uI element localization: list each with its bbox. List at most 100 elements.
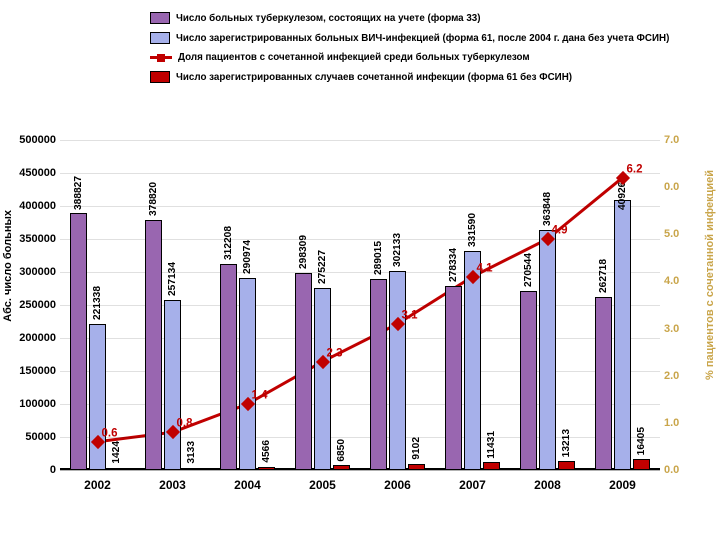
x-tick: 2005 <box>309 478 336 492</box>
bar-tb-label: 378820 <box>148 182 159 216</box>
bar-hiv-label: 257134 <box>167 262 178 296</box>
legend-swatch <box>150 32 170 44</box>
legend-marker <box>157 54 165 62</box>
y-tick-left: 500000 <box>8 134 56 146</box>
trend-value: 0.6 <box>102 427 118 439</box>
bar-coinf-label: 3133 <box>186 441 197 464</box>
bar-tb <box>595 297 612 470</box>
legend-text: Число больных туберкулезом, состоящих на… <box>176 13 481 24</box>
x-tick: 2002 <box>84 478 111 492</box>
y-tick-right: 2.0 <box>664 370 694 382</box>
bar-coinf <box>258 467 275 470</box>
y-tick-left: 200000 <box>8 332 56 344</box>
bar-tb-label: 270544 <box>523 253 534 287</box>
x-tick: 2006 <box>384 478 411 492</box>
bar-hiv-label: 331590 <box>467 213 478 247</box>
bar-tb <box>295 273 312 470</box>
bar-hiv-label: 275227 <box>317 250 328 284</box>
gridline <box>60 140 660 141</box>
legend: Число больных туберкулезом, состоящих на… <box>150 12 702 91</box>
legend-swatch <box>150 12 170 24</box>
legend-item: Число зарегистрированных больных ВИЧ-инф… <box>150 32 702 44</box>
legend-text: Число зарегистрированных больных ВИЧ-инф… <box>176 33 669 44</box>
bar-coinf-label: 16405 <box>636 427 647 455</box>
y-tick-left: 300000 <box>8 266 56 278</box>
legend-text: Доля пациентов с сочетанной инфекцией ср… <box>178 52 530 63</box>
bar-coinf <box>408 464 425 470</box>
x-tick: 2003 <box>159 478 186 492</box>
x-tick: 2008 <box>534 478 561 492</box>
bar-coinf <box>633 459 650 470</box>
bar-hiv <box>539 230 556 470</box>
y-tick-right: 3.0 <box>664 323 694 335</box>
bar-hiv-label: 290974 <box>242 240 253 274</box>
legend-item: Число зарегистрированных случаев сочетан… <box>150 71 702 83</box>
y-tick-right: 4.0 <box>664 275 694 287</box>
y-tick-left: 100000 <box>8 398 56 410</box>
bar-hiv <box>239 278 256 470</box>
chart: Абс. число больных % пациентов с сочетан… <box>0 130 720 530</box>
gridline <box>60 470 660 471</box>
bar-hiv <box>614 200 631 470</box>
y-tick-right: 7.0 <box>664 134 694 146</box>
bar-tb-label: 262718 <box>598 259 609 293</box>
x-tick: 2007 <box>459 478 486 492</box>
bar-tb <box>220 264 237 470</box>
y-tick-left: 0 <box>8 464 56 476</box>
bar-tb <box>70 213 87 470</box>
bar-coinf-label: 9102 <box>411 437 422 460</box>
y-tick-right: 0.0 <box>664 181 694 193</box>
bar-coinf <box>333 465 350 470</box>
bar-coinf-label: 13213 <box>561 429 572 457</box>
x-tick: 2004 <box>234 478 261 492</box>
y-tick-right: 5.0 <box>664 228 694 240</box>
y-tick-left: 400000 <box>8 200 56 212</box>
y-tick-left: 350000 <box>8 233 56 245</box>
bar-tb-label: 278334 <box>448 248 459 282</box>
bar-tb-label: 289015 <box>373 241 384 275</box>
y-tick-left: 50000 <box>8 431 56 443</box>
trend-value: 1.4 <box>252 390 268 402</box>
y-axis-right-label: % пациентов с сочетанной инфекцией <box>704 170 716 380</box>
bar-tb <box>145 220 162 470</box>
trend-value: 4.1 <box>477 262 493 274</box>
y-tick-left: 250000 <box>8 299 56 311</box>
bar-coinf-label: 11431 <box>486 431 497 459</box>
plot-area: 0500001000001500002000002500003000003500… <box>60 140 660 470</box>
bar-coinf <box>183 468 200 470</box>
bar-coinf-label: 1424 <box>111 441 122 464</box>
trend-value: 6.2 <box>627 163 643 175</box>
bar-hiv-label: 363848 <box>542 192 553 226</box>
trend-value: 3.1 <box>402 309 418 321</box>
bar-hiv-label: 302133 <box>392 233 403 267</box>
trend-value: 2.3 <box>327 347 343 359</box>
legend-line <box>150 56 172 59</box>
trend-value: 4.9 <box>552 225 568 237</box>
bar-tb <box>445 286 462 470</box>
bar-coinf <box>108 468 125 470</box>
legend-text: Число зарегистрированных случаев сочетан… <box>176 72 572 83</box>
bar-tb-label: 298309 <box>298 235 309 269</box>
bar-hiv <box>389 271 406 470</box>
legend-item: Доля пациентов с сочетанной инфекцией ср… <box>150 52 702 63</box>
legend-item: Число больных туберкулезом, состоящих на… <box>150 12 702 24</box>
y-tick-right: 1.0 <box>664 417 694 429</box>
bar-hiv <box>314 288 331 470</box>
bar-tb-label: 312208 <box>223 226 234 260</box>
bar-tb <box>370 279 387 470</box>
y-tick-left: 150000 <box>8 365 56 377</box>
legend-swatch <box>150 71 170 83</box>
y-tick-left: 450000 <box>8 167 56 179</box>
bar-hiv <box>164 300 181 470</box>
trend-value: 0.8 <box>177 418 193 430</box>
bar-coinf-label: 6850 <box>336 439 347 462</box>
x-tick: 2009 <box>609 478 636 492</box>
bar-tb-label: 388827 <box>73 176 84 210</box>
y-tick-right: 0.0 <box>664 464 694 476</box>
gridline <box>60 173 660 174</box>
bar-coinf-label: 4566 <box>261 440 272 463</box>
bar-tb <box>520 291 537 470</box>
bar-coinf <box>558 461 575 470</box>
bar-hiv-label: 221338 <box>92 286 103 320</box>
bar-coinf <box>483 462 500 470</box>
